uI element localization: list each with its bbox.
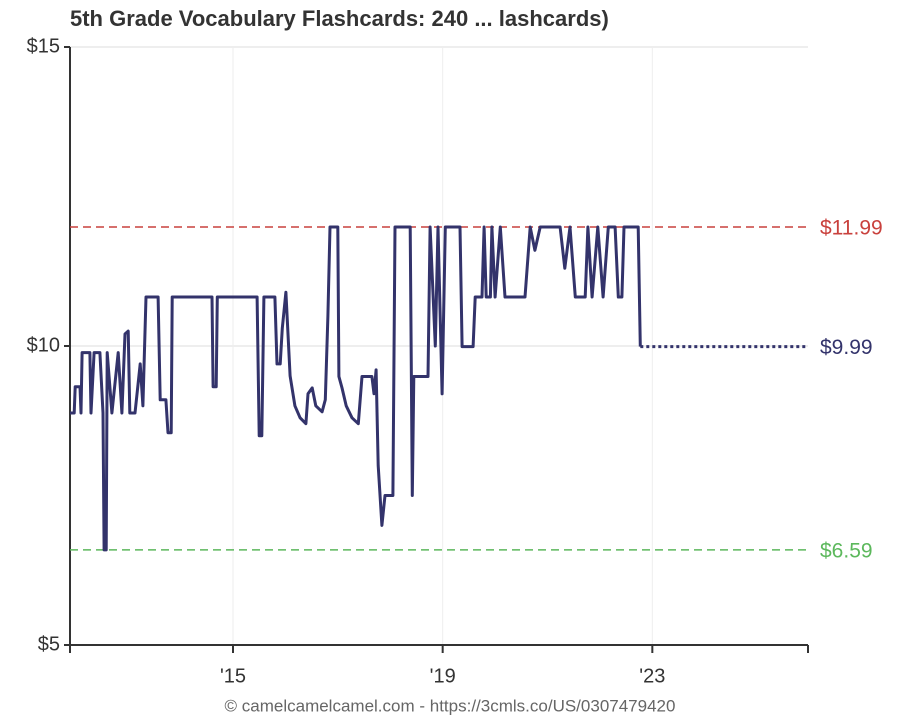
- x-tick-label: '19: [430, 665, 456, 687]
- price-line: [70, 225, 642, 552]
- x-tick-label: '23: [639, 665, 665, 687]
- current-price-label: $9.99: [820, 336, 873, 359]
- y-tick-label: $5: [38, 633, 60, 655]
- footer: © camelcamelcamel.com - https://3cmls.co…: [225, 696, 676, 715]
- reference-label: $11.99: [820, 217, 883, 240]
- x-tick-label: '15: [220, 665, 246, 687]
- y-tick-label: $15: [27, 35, 60, 57]
- y-tick-label: $10: [27, 334, 60, 356]
- reference-label: $6.59: [820, 539, 873, 562]
- chart-title: 5th Grade Vocabulary Flashcards: 240 ...…: [70, 6, 609, 31]
